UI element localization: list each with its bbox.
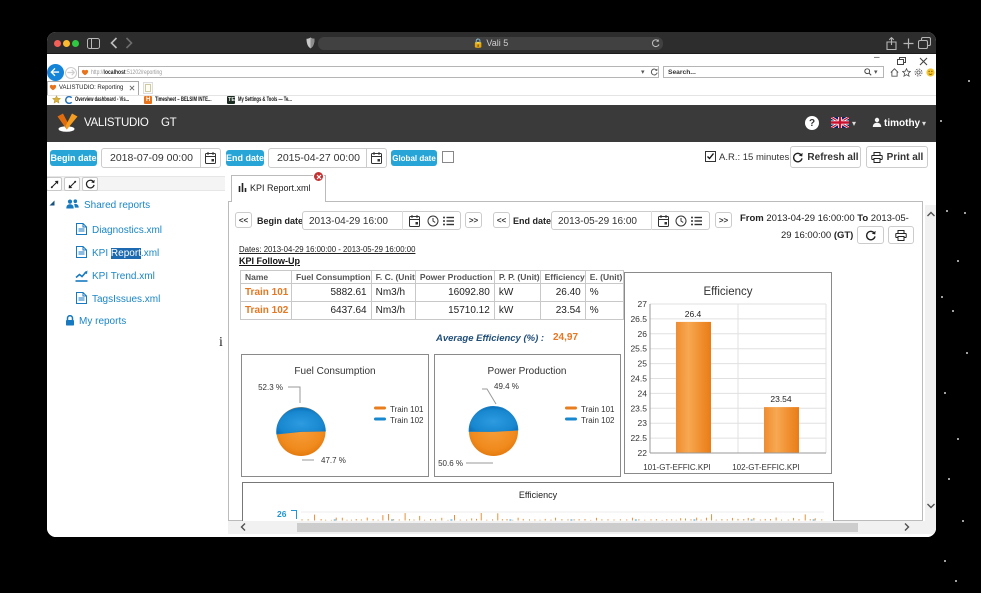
svg-text:Fuel Consumption: Fuel Consumption [294,366,375,377]
svg-text:101-GT-EFFIC.KPI: 101-GT-EFFIC.KPI [643,463,711,472]
svg-text:26.4: 26.4 [685,309,702,319]
svg-text:23: 23 [638,418,648,428]
svg-text:Train 102: Train 102 [390,416,424,425]
svg-text:Efficiency: Efficiency [703,286,752,298]
svg-text:23.5: 23.5 [630,403,647,413]
svg-text:47.7 %: 47.7 % [321,456,346,465]
svg-text:Train 102: Train 102 [581,416,615,425]
svg-text:25: 25 [638,359,648,369]
svg-text:22.5: 22.5 [630,433,647,443]
svg-text:102-GT-EFFIC.KPI: 102-GT-EFFIC.KPI [732,463,800,472]
svg-text:52.3 %: 52.3 % [258,383,283,392]
svg-text:50.6 %: 50.6 % [438,459,463,468]
svg-text:24.5: 24.5 [630,374,647,384]
svg-text:27: 27 [638,299,648,309]
svg-text:22: 22 [638,448,648,458]
svg-text:26: 26 [277,509,287,519]
svg-text:Train 101: Train 101 [390,405,424,414]
svg-text:25.5: 25.5 [630,344,647,354]
svg-text:23.54: 23.54 [770,394,792,404]
svg-text:Train 101: Train 101 [581,405,615,414]
svg-text:49.4 %: 49.4 % [494,382,519,391]
svg-text:Power Production: Power Production [488,366,567,377]
svg-text:24: 24 [638,388,648,398]
svg-text:Efficiency: Efficiency [519,490,558,500]
svg-text:26.5: 26.5 [630,314,647,324]
svg-text:26: 26 [638,329,648,339]
